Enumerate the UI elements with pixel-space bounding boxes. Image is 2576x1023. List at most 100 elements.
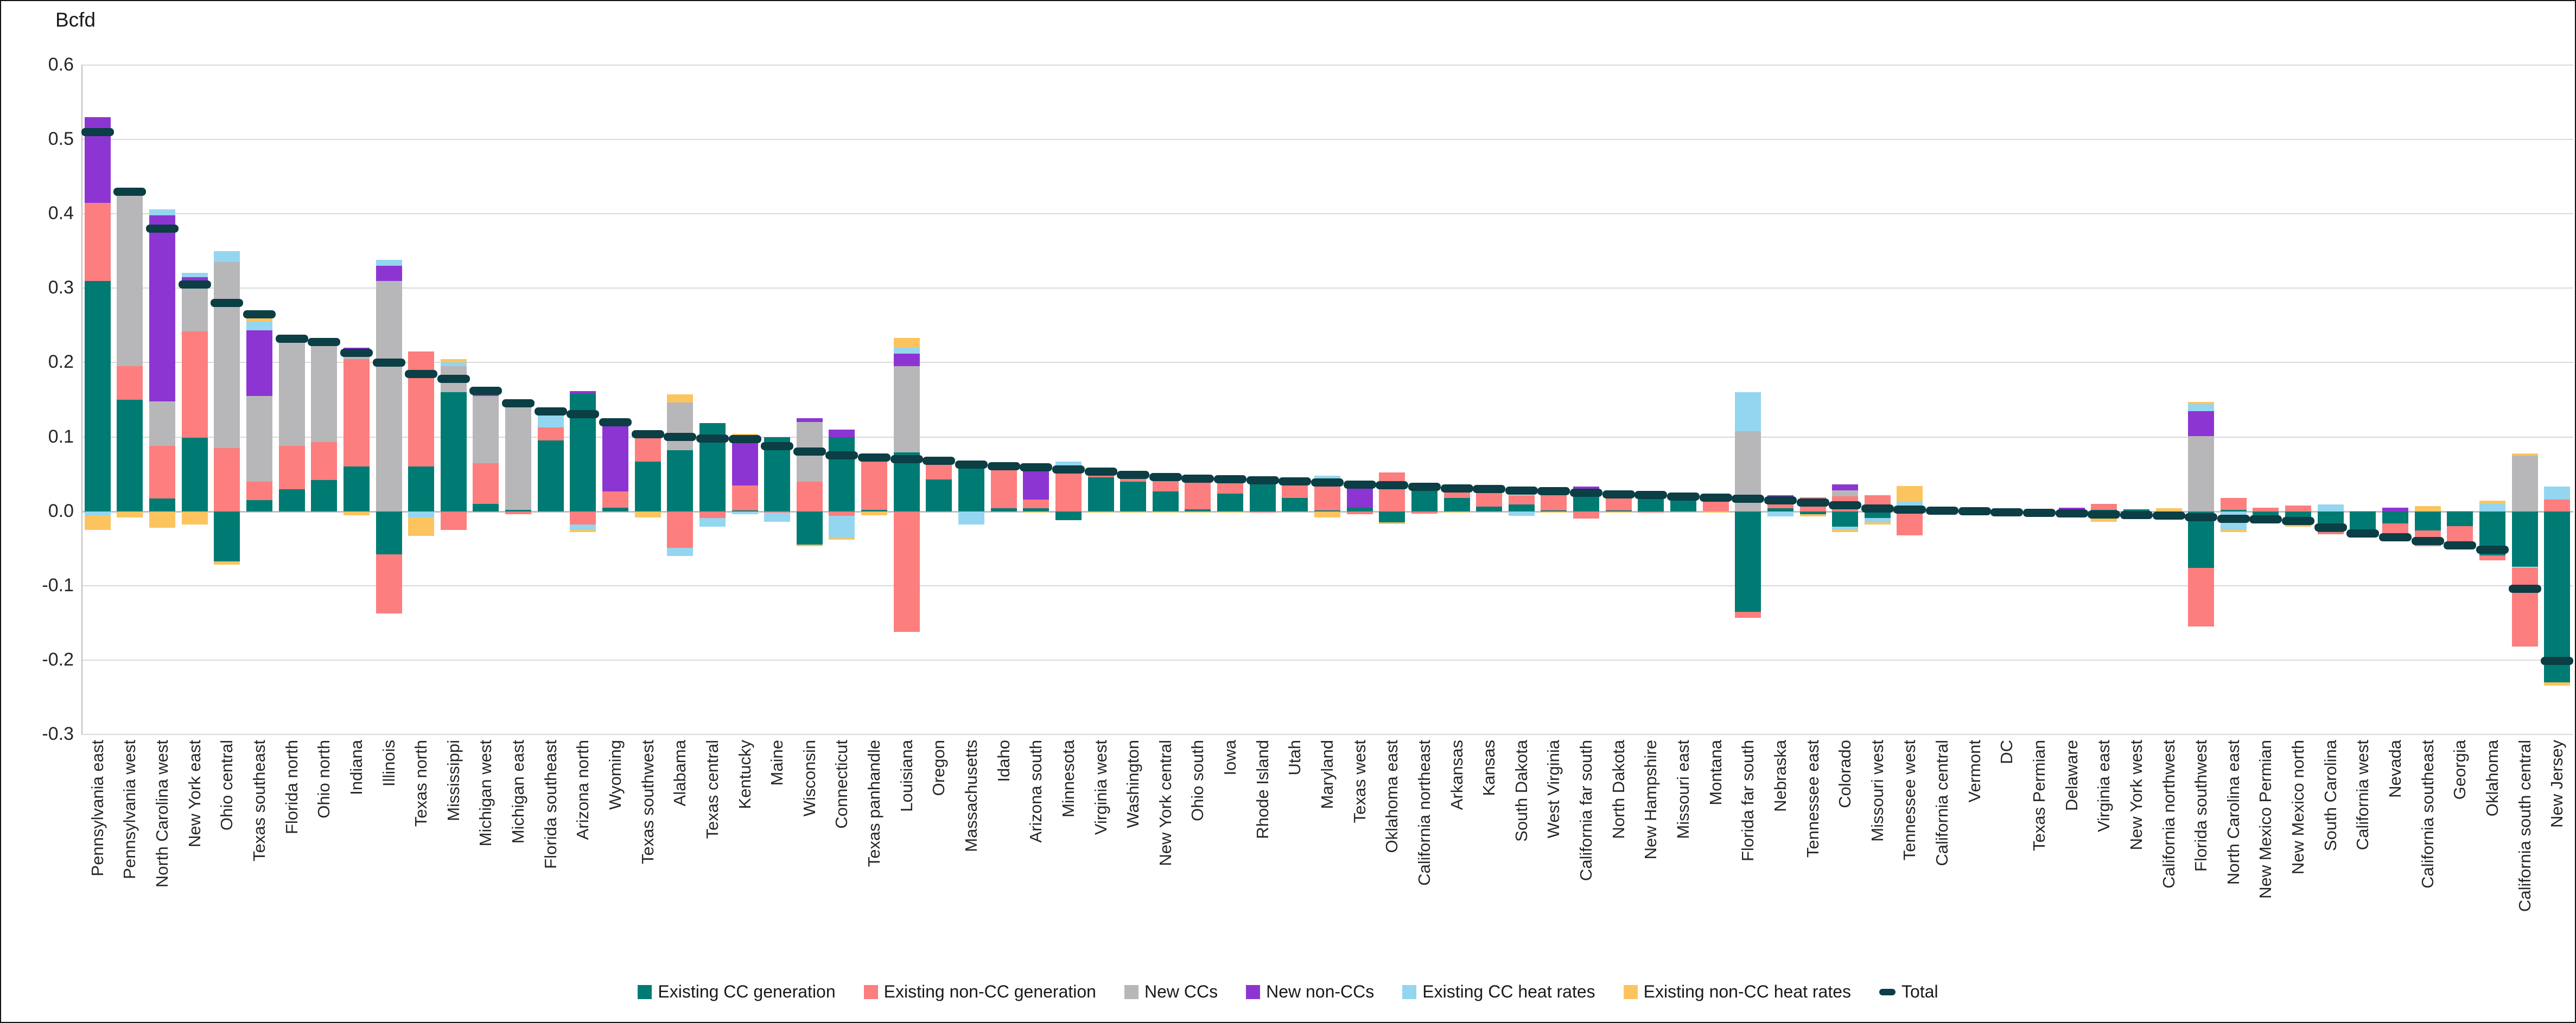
legend-swatch-new_ccs (1124, 984, 1138, 999)
gridline (81, 659, 2573, 661)
bar-segment-existing_cc_generation (1347, 507, 1373, 512)
x-axis-label: Maryland (1318, 740, 1337, 809)
x-axis-label: California west (2353, 740, 2372, 851)
bar-segment-new_ccs (376, 280, 402, 512)
total-marker (1311, 478, 1344, 487)
bar-segment-existing_cc_generation (182, 437, 208, 512)
gridline (81, 362, 2573, 363)
bar-segment-existing_non_cc_heat_rates (894, 338, 920, 348)
bar-segment-existing_non_cc_heat_rates (2221, 529, 2247, 533)
x-axis-label: Pennsylvania east (88, 740, 107, 877)
bar-segment-existing_non_cc_generation (538, 427, 564, 441)
bar-segment-existing_cc_heat_rates (441, 362, 467, 367)
bar-segment-existing_non_cc_heat_rates (408, 517, 434, 536)
x-axis-label: DC (1997, 740, 2016, 764)
bar-segment-existing_cc_generation (2447, 511, 2473, 527)
bar-segment-existing_non_cc_generation (2447, 526, 2473, 543)
x-axis-label: Montana (1706, 740, 1725, 805)
bar-segment-existing_non_cc_heat_rates (1832, 529, 1858, 533)
bar-segment-existing_cc_generation (1250, 479, 1276, 512)
total-marker (2412, 537, 2444, 545)
bar-segment-existing_non_cc_generation (376, 554, 402, 613)
bar-segment-existing_non_cc_heat_rates (1153, 511, 1179, 513)
total-marker (2088, 510, 2120, 519)
bar-segment-existing_cc_generation (667, 450, 693, 512)
bar-segment-new_ccs (473, 396, 499, 463)
bar-segment-new_non_ccs (570, 391, 596, 394)
total-marker (2314, 523, 2347, 532)
total-marker (1732, 495, 1764, 503)
bar-segment-existing_cc_heat_rates (182, 272, 208, 277)
y-tick-label: 0.1 (48, 426, 74, 447)
bar-segment-existing_cc_heat_rates (1735, 392, 1761, 431)
y-tick-label: -0.2 (42, 649, 74, 670)
total-marker (2185, 513, 2217, 521)
bar-segment-existing_cc_generation (602, 507, 628, 512)
bar-segment-existing_non_cc_heat_rates (1120, 511, 1146, 513)
bar-segment-existing_cc_heat_rates (246, 322, 272, 331)
bar-segment-existing_non_cc_heat_rates (2544, 682, 2570, 686)
total-marker (1408, 483, 1441, 491)
legend-label: Existing CC heat rates (1422, 982, 1595, 1001)
total-marker (2217, 515, 2250, 523)
bar-segment-existing_cc_generation (797, 511, 823, 545)
bar-segment-existing_non_cc_generation (1023, 499, 1049, 509)
bar-segment-existing_cc_generation (1282, 497, 1308, 512)
bar-segment-new_ccs (2188, 436, 2214, 512)
bar-segment-existing_non_cc_generation (894, 511, 920, 632)
bar-segment-existing_non_cc_generation (1055, 468, 1082, 512)
bar-segment-existing_non_cc_heat_rates (2188, 402, 2214, 405)
total-marker (308, 338, 340, 346)
bar-segment-existing_cc_generation (538, 440, 564, 512)
x-axis-label: Minnesota (1059, 740, 1078, 818)
total-marker (1441, 484, 1473, 493)
bar-segment-existing_cc_heat_rates (1767, 511, 1793, 517)
total-marker (1958, 507, 1991, 515)
total-marker (2056, 509, 2088, 517)
total-marker (1861, 504, 1894, 513)
bar-segment-existing_non_cc_heat_rates (214, 561, 240, 565)
bar-segment-existing_cc_generation (2544, 511, 2570, 682)
bar-segment-existing_cc_generation (1023, 508, 1049, 512)
total-marker (469, 387, 502, 395)
bar-segment-existing_non_cc_generation (602, 491, 628, 508)
bar-segment-new_non_ccs (732, 438, 758, 485)
bar-segment-existing_cc_heat_rates (894, 348, 920, 354)
bar-segment-new_non_ccs (797, 418, 823, 423)
bar-segment-existing_non_cc_generation (1379, 472, 1405, 512)
bar-segment-existing_non_cc_generation (2091, 503, 2117, 510)
bar-segment-existing_cc_heat_rates (1509, 511, 1535, 516)
x-axis-label: Arizona south (1026, 740, 1045, 843)
bar-segment-new_ccs (1832, 490, 1858, 497)
total-marker (1214, 475, 1246, 483)
bar-segment-existing_cc_generation (311, 480, 337, 512)
bar-segment-existing_non_cc_generation (1250, 511, 1276, 513)
bar-segment-existing_cc_generation (1541, 510, 1567, 512)
bar-segment-existing_cc_generation (1055, 511, 1082, 521)
bar-segment-existing_cc_heat_rates (2479, 503, 2505, 512)
bar-segment-existing_cc_heat_rates (1832, 527, 1858, 530)
x-axis-label: Michigan west (476, 740, 495, 847)
bar-segment-existing_non_cc_generation (85, 202, 111, 281)
bar-segment-existing_cc_generation (1476, 507, 1502, 512)
total-marker (276, 335, 308, 343)
bar-segment-existing_non_cc_heat_rates (1217, 511, 1243, 513)
total-marker (923, 457, 955, 465)
x-axis-label: Indiana (347, 740, 366, 795)
bar-segment-existing_cc_generation (1217, 493, 1243, 512)
bar-segment-existing_non_cc_generation (732, 485, 758, 511)
total-marker (2509, 585, 2541, 593)
total-marker (211, 299, 243, 307)
legend-swatch-new_non_ccs (1246, 984, 1261, 999)
bar-segment-existing_cc_generation (1379, 511, 1405, 523)
total-marker (1376, 481, 1408, 489)
total-marker (1764, 496, 1797, 504)
x-axis-label: Texas southwest (638, 740, 657, 865)
total-marker (113, 188, 146, 196)
total-marker (2023, 509, 2056, 517)
bar-segment-new_ccs (182, 281, 208, 331)
bar-segment-existing_cc_heat_rates (1897, 501, 1923, 507)
bar-segment-existing_non_cc_heat_rates (1023, 511, 1049, 513)
bar-segment-new_non_ccs (894, 353, 920, 367)
x-axis-label: California central (1932, 740, 1951, 866)
